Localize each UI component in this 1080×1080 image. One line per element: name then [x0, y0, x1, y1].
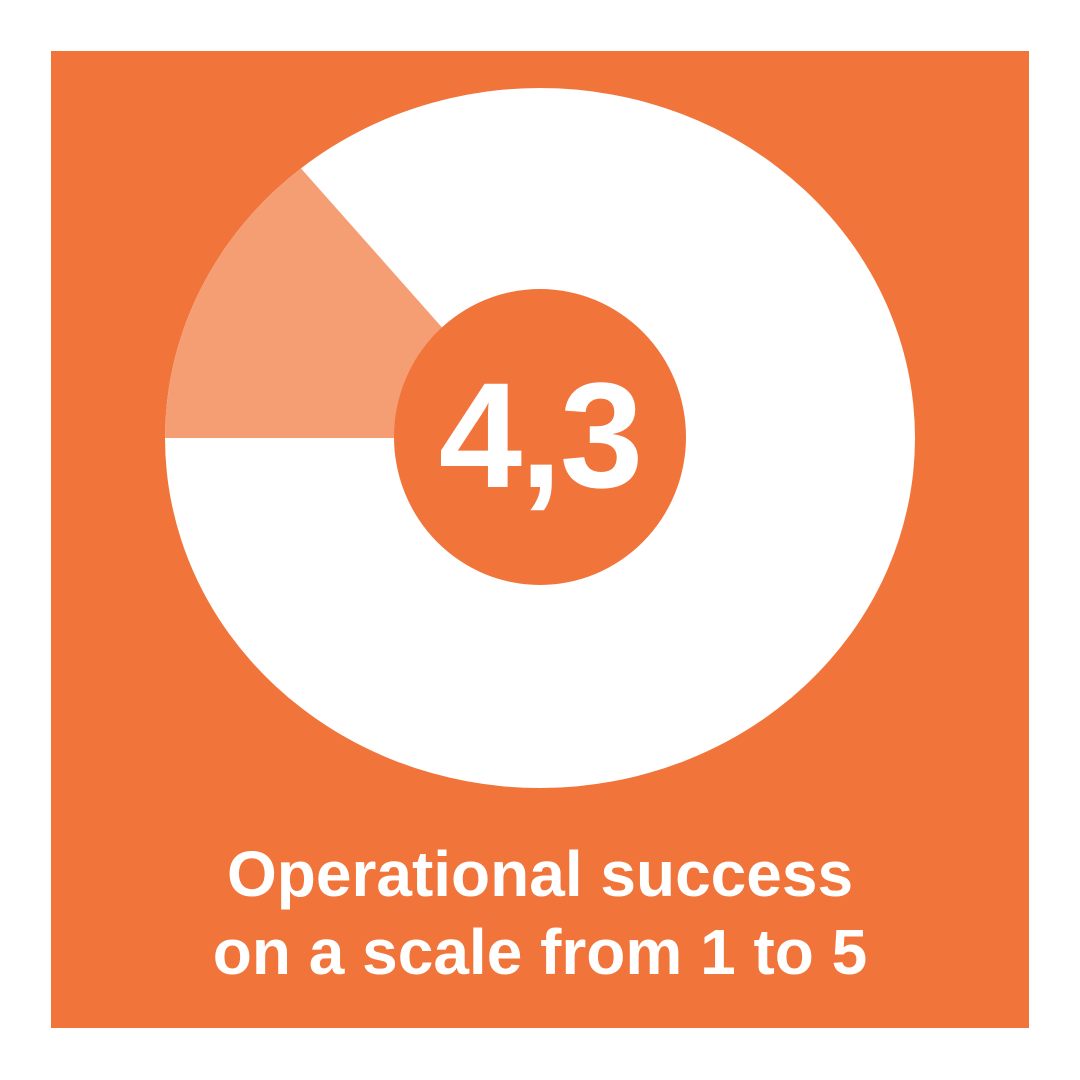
caption-line-1: Operational success: [226, 838, 854, 910]
value-label: 4,3: [438, 351, 644, 519]
caption-line-2: on a scale from 1 to 5: [212, 916, 868, 988]
donut-hole: [394, 289, 686, 585]
caption: Operational success on a scale from 1 to…: [51, 835, 1029, 991]
